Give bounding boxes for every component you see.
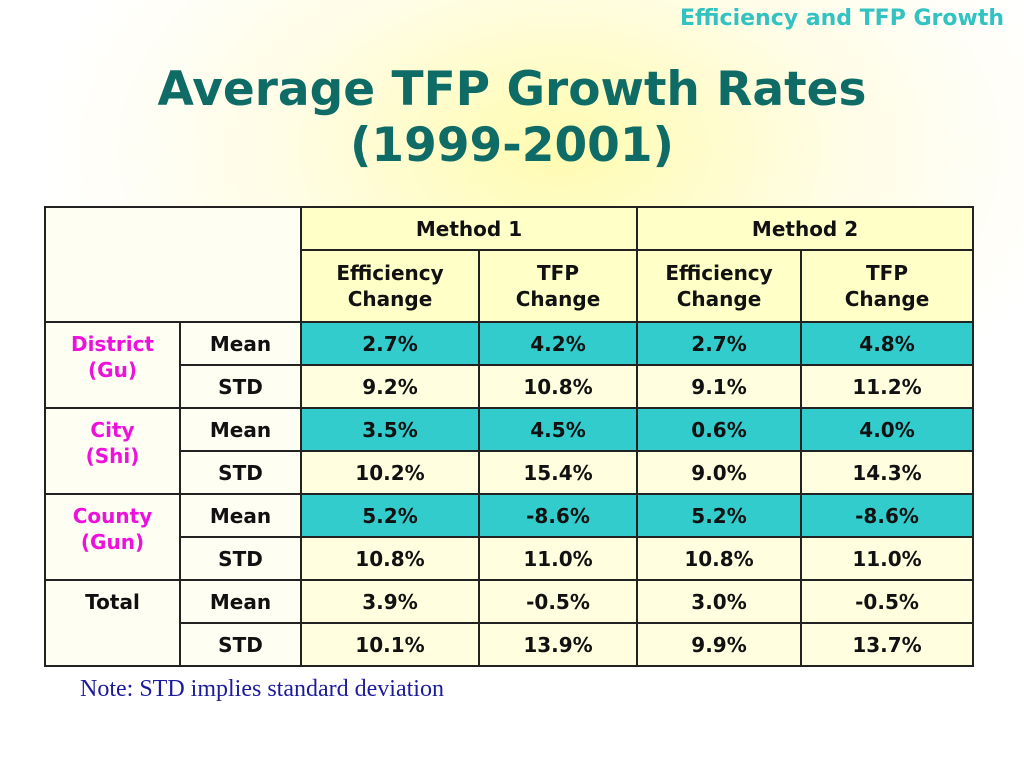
- sub-header: TFP Change: [477, 249, 639, 323]
- stat-label: Mean: [179, 321, 302, 366]
- table-row: District (Gu) Mean 2.7% 4.2% 2.7% 4.8%: [44, 321, 975, 409]
- value-cell: 10.1%: [300, 622, 480, 667]
- value-cell: 9.0%: [636, 450, 803, 495]
- tfp-table: Method 1 Method 2 Efficiency Change TFP …: [44, 206, 975, 667]
- blank-header-cell: [44, 206, 302, 323]
- value-cell: 10.8%: [300, 536, 480, 581]
- value-cell: 5.2%: [636, 493, 803, 538]
- sub-header: Efficiency Change: [300, 249, 480, 323]
- title-line-2: (1999-2001): [349, 118, 675, 173]
- value-cell: 13.7%: [800, 622, 975, 667]
- table-row: STD 9.2% 10.8% 9.1% 11.2%: [45, 364, 975, 409]
- value-cell: -0.5%: [477, 579, 639, 624]
- group-label-county: County (Gun): [44, 493, 181, 581]
- table-row: County (Gun) Mean 5.2% -8.6% 5.2% -8.6%: [44, 493, 975, 581]
- stat-label: Mean: [179, 579, 302, 624]
- stat-label: STD: [179, 364, 302, 409]
- value-cell: 9.1%: [636, 364, 803, 409]
- value-cell: 9.9%: [636, 622, 803, 667]
- value-cell: 15.4%: [477, 450, 639, 495]
- value-cell: 2.7%: [636, 321, 803, 366]
- value-cell: 13.9%: [477, 622, 639, 667]
- value-cell: 4.5%: [477, 407, 639, 452]
- sub-header: TFP Change: [800, 249, 975, 323]
- value-cell: 11.0%: [800, 536, 975, 581]
- group-label-total: Total: [44, 579, 181, 667]
- value-cell: 10.2%: [300, 450, 480, 495]
- stat-label: Mean: [179, 493, 302, 538]
- method-1-header: Method 1: [299, 206, 639, 251]
- stat-label: STD: [179, 536, 302, 581]
- stat-label: STD: [179, 450, 302, 495]
- sub-header: Efficiency Change: [636, 249, 803, 323]
- method-2-header: Method 2: [636, 206, 975, 251]
- table-row: Total Mean 3.9% -0.5% 3.0% -0.5%: [44, 579, 975, 667]
- group-label-city: City (Shi): [44, 407, 181, 495]
- value-cell: 0.6%: [636, 407, 803, 452]
- value-cell: 14.3%: [800, 450, 975, 495]
- value-cell: 4.2%: [477, 321, 639, 366]
- stat-label: STD: [179, 622, 302, 667]
- table-row: STD 10.8% 11.0% 10.8% 11.0%: [45, 536, 975, 581]
- value-cell: 4.0%: [800, 407, 975, 452]
- value-cell: 11.0%: [477, 536, 639, 581]
- stat-label: Mean: [179, 407, 302, 452]
- value-cell: 10.8%: [636, 536, 803, 581]
- title-line-1: Average TFP Growth Rates: [157, 62, 867, 117]
- value-cell: 3.9%: [300, 579, 480, 624]
- value-cell: -8.6%: [800, 493, 975, 538]
- corner-title: Efficiency and TFP Growth: [679, 6, 1004, 31]
- group-label-district: District (Gu): [44, 321, 181, 409]
- table-row: City (Shi) Mean 3.5% 4.5% 0.6% 4.0%: [44, 407, 975, 495]
- value-cell: 10.8%: [477, 364, 639, 409]
- value-cell: -8.6%: [477, 493, 639, 538]
- footnote: Note: STD implies standard deviation: [80, 676, 444, 702]
- value-cell: 9.2%: [300, 364, 480, 409]
- table-row: STD 10.2% 15.4% 9.0% 14.3%: [45, 450, 975, 495]
- value-cell: 5.2%: [300, 493, 480, 538]
- value-cell: 11.2%: [800, 364, 975, 409]
- value-cell: 3.0%: [636, 579, 803, 624]
- table-row: STD 10.1% 13.9% 9.9% 13.7%: [45, 622, 975, 667]
- value-cell: 4.8%: [800, 321, 975, 366]
- value-cell: 2.7%: [300, 321, 480, 366]
- slide-title: Average TFP Growth Rates (1999-2001): [0, 62, 1024, 174]
- value-cell: -0.5%: [800, 579, 975, 624]
- value-cell: 3.5%: [300, 407, 480, 452]
